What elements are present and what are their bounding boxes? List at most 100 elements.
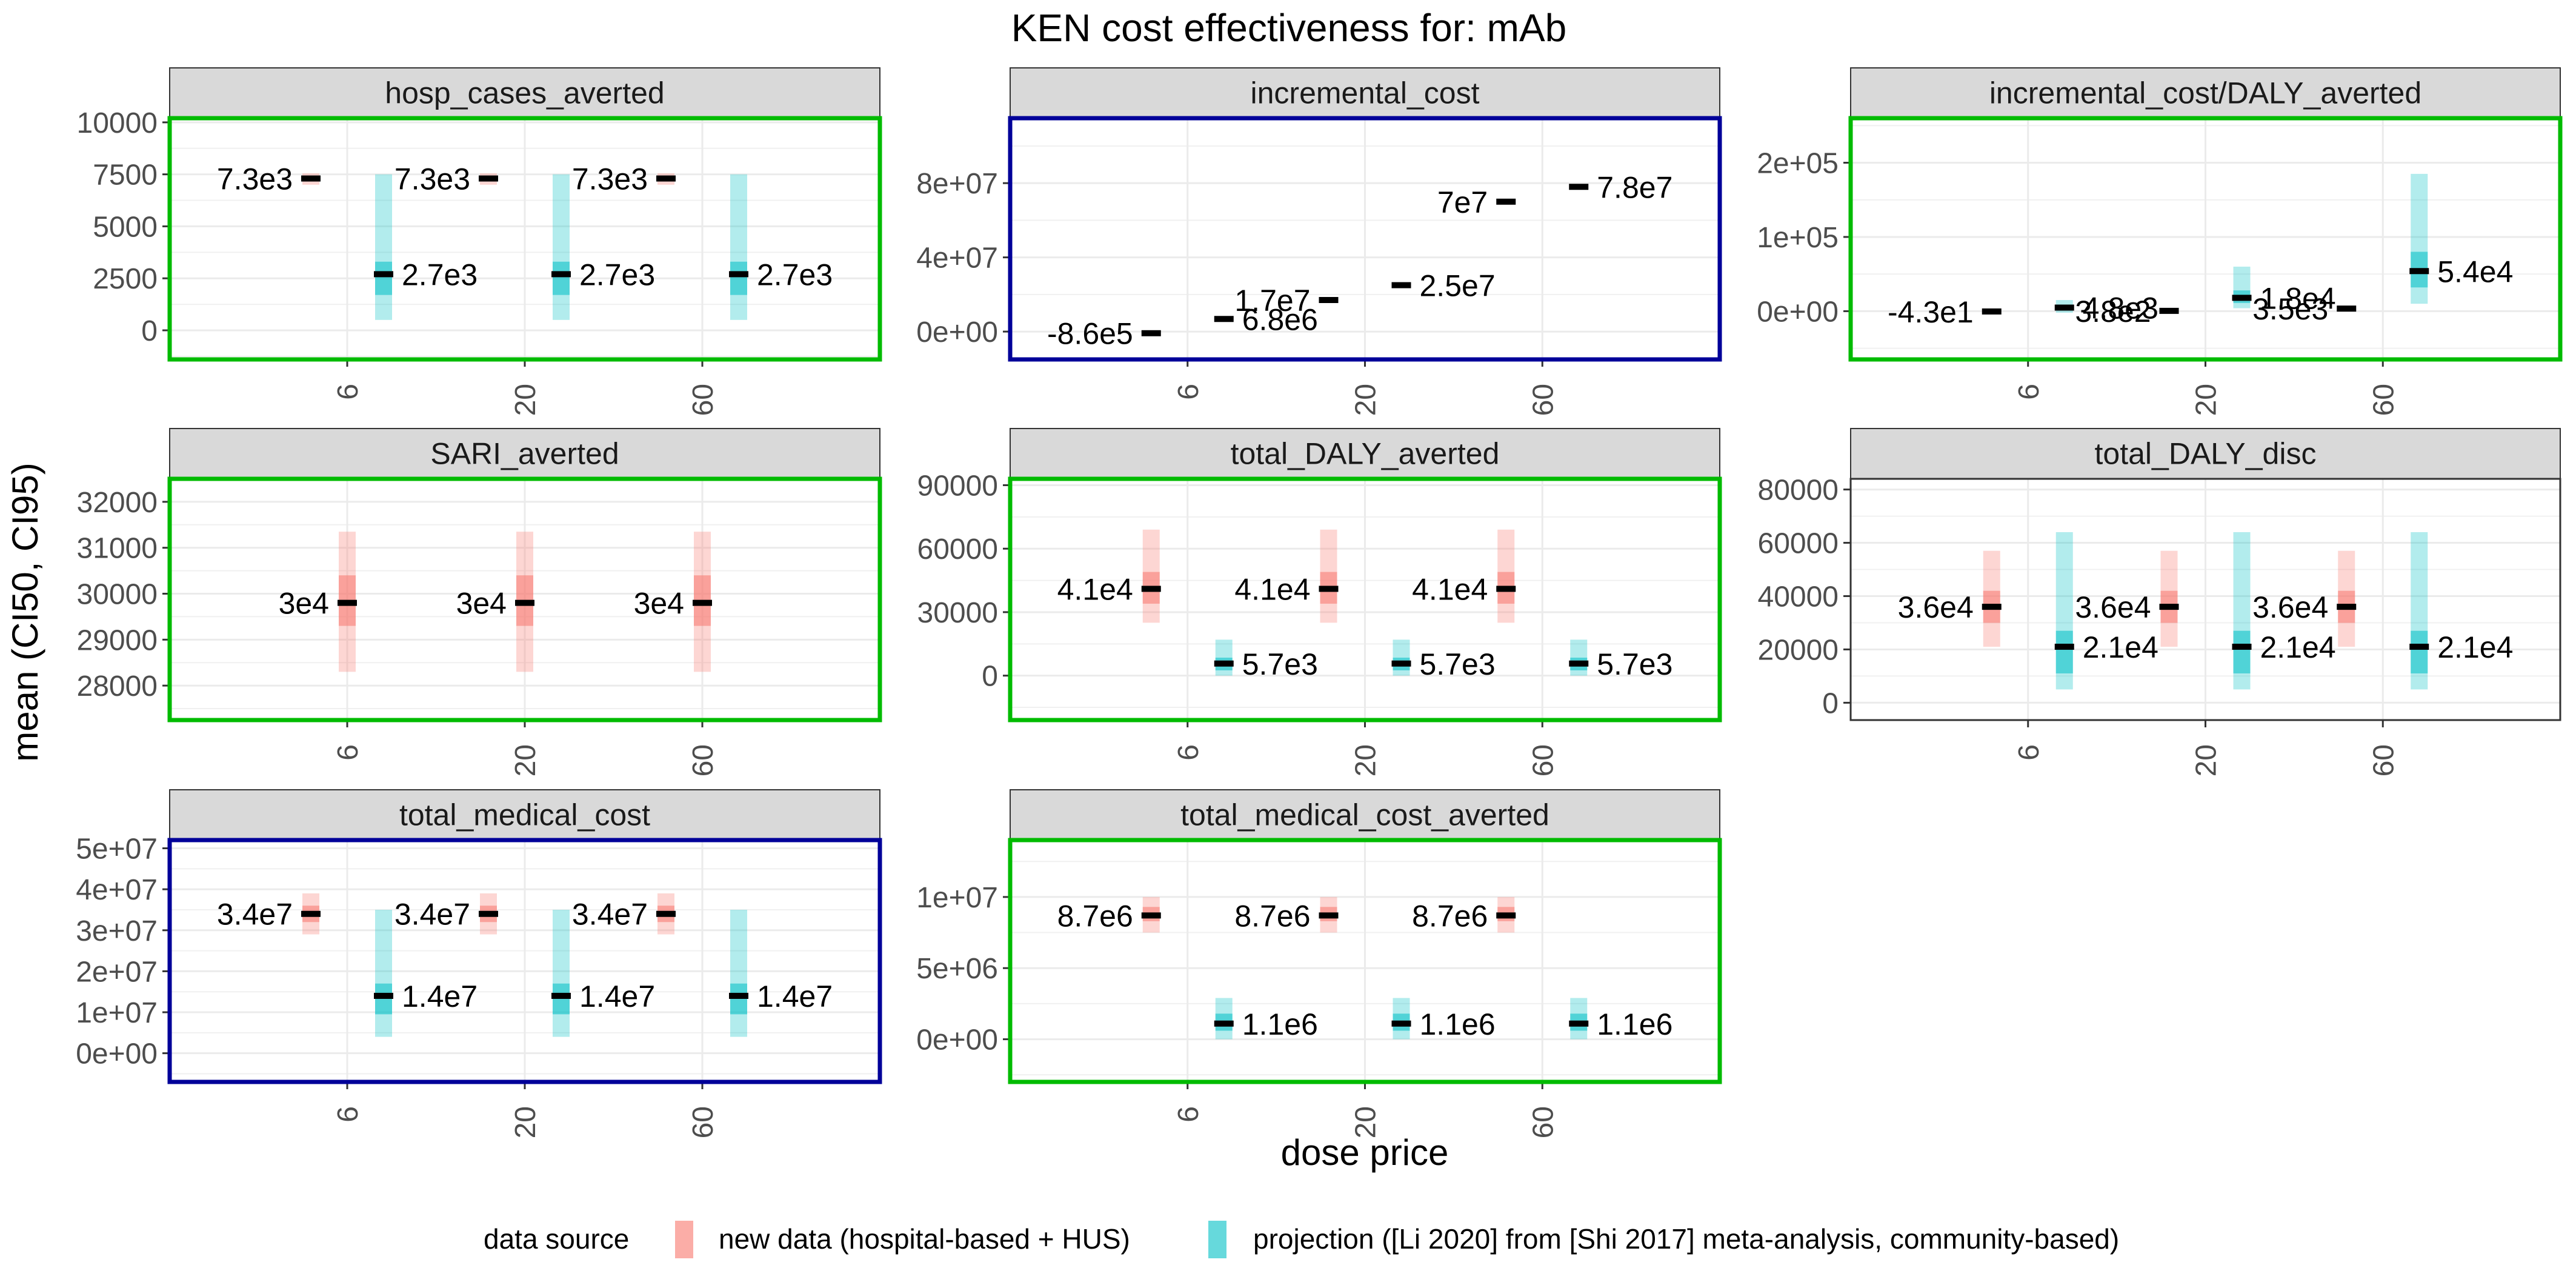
- data-label-total-daly-disc: 2.1e4: [2437, 630, 2513, 664]
- y-tick-label-total-daly-averted: 30000: [917, 597, 998, 629]
- data-label-incremental-cost-daly-averted: -4.3e1: [1888, 295, 1974, 329]
- data-label-total-medical-cost: 3.4e7: [394, 898, 470, 932]
- data-label-hosp-cases-averted: 7.3e3: [394, 162, 470, 196]
- data-label-total-medical-cost: 1.4e7: [757, 979, 833, 1013]
- data-label-total-medical-cost-averted: 1.1e6: [1597, 1007, 1672, 1041]
- data-label-incremental-cost: -8.6e5: [1047, 317, 1133, 351]
- facet-incremental-cost: incremental_cost 0e+00 4e+07 8e+07 6 20 60 -8.6…: [916, 67, 1722, 416]
- y-tick-label-incremental-cost-daly-averted: 0e+00: [1757, 296, 1839, 328]
- facet-sari-averted: SARI_averted 28000 29000 30000 31000 32000 6 20…: [77, 428, 882, 776]
- x-tick-label-total-daly-averted: 6: [1173, 744, 1205, 761]
- y-axis-label: mean (CI50, CI95): [5, 462, 45, 762]
- data-label-total-medical-cost: 1.4e7: [402, 979, 478, 1013]
- x-tick-label-total-medical-cost-averted: 20: [1350, 1106, 1382, 1138]
- ci50-bar-total-medical-cost: [730, 983, 747, 1015]
- ci95-bar-total-medical-cost: [730, 909, 747, 1037]
- x-tick-label-incremental-cost: 60: [1527, 384, 1559, 416]
- data-label-total-daly-disc: 2.1e4: [2083, 630, 2158, 664]
- facet-strip-total-medical-cost: [169, 789, 880, 841]
- x-tick-label-total-daly-averted: 20: [1350, 744, 1382, 776]
- y-tick-label-sari-averted: 30000: [77, 579, 158, 611]
- y-tick-label-total-medical-cost-averted: 5e+06: [916, 953, 998, 985]
- x-tick-label-incremental-cost: 20: [1350, 384, 1382, 416]
- x-tick-label-sari-averted: 6: [332, 744, 364, 761]
- data-label-total-medical-cost-averted: 1.1e6: [1420, 1007, 1496, 1041]
- data-label-incremental-cost-daly-averted: 3.8e2: [2075, 295, 2151, 329]
- data-label-incremental-cost-daly-averted: 3.5e3: [2252, 292, 2328, 326]
- facet-strip-label-total-daly-averted: total_DALY_averted: [1231, 437, 1500, 471]
- data-label-total-medical-cost: 1.4e7: [579, 979, 655, 1013]
- y-tick-label-hosp-cases-averted: 2500: [93, 263, 158, 295]
- data-label-total-medical-cost-averted: 8.7e6: [1057, 899, 1133, 933]
- x-tick-label-total-daly-averted: 60: [1527, 744, 1559, 776]
- x-tick-label-total-daly-disc: 20: [2191, 744, 2223, 776]
- data-label-total-daly-disc: 3.6e4: [2252, 590, 2328, 624]
- data-label-total-medical-cost: 3.4e7: [217, 898, 293, 932]
- y-tick-label-sari-averted: 31000: [77, 533, 158, 565]
- data-label-hosp-cases-averted: 2.7e3: [402, 258, 478, 292]
- panel-border-sari-averted: [167, 476, 882, 722]
- data-label-incremental-cost: 6.8e6: [1242, 302, 1318, 336]
- facet-strip-label-total-medical-cost: total_medical_cost: [399, 798, 650, 832]
- y-tick-label-hosp-cases-averted: 0: [141, 315, 158, 347]
- y-tick-label-total-daly-disc: 60000: [1758, 528, 1839, 560]
- data-label-sari-averted: 3e4: [634, 587, 684, 621]
- data-label-hosp-cases-averted: 2.7e3: [757, 258, 833, 292]
- ci50-bar-hosp-cases-averted: [553, 261, 570, 295]
- data-label-hosp-cases-averted: 7.3e3: [572, 162, 648, 196]
- data-label-total-daly-disc: 3.6e4: [2075, 590, 2151, 624]
- x-tick-label-sari-averted: 60: [687, 744, 719, 776]
- data-label-total-daly-averted: 4.1e4: [1057, 573, 1133, 607]
- data-label-total-daly-averted: 4.1e4: [1412, 573, 1488, 607]
- x-axis-label: dose price: [1281, 1132, 1449, 1173]
- y-tick-label-sari-averted: 32000: [77, 487, 158, 519]
- y-tick-label-incremental-cost: 4e+07: [916, 242, 998, 275]
- panel-border-incremental-cost-daly-averted: [1848, 116, 2563, 362]
- ci95-bar-hosp-cases-averted: [730, 174, 747, 320]
- panel-border-total-daly-averted: [1008, 476, 1722, 722]
- y-tick-label-total-medical-cost: 1e+07: [76, 997, 158, 1029]
- y-tick-label-total-medical-cost: 3e+07: [76, 915, 158, 947]
- panel-border-incremental-cost: [1008, 116, 1722, 362]
- data-label-sari-averted: 3e4: [279, 587, 329, 621]
- y-tick-label-incremental-cost-daly-averted: 2e+05: [1757, 147, 1839, 179]
- facet-panels: hosp_cases_averted 0 2500 5000 7500 10000 6 20 6…: [76, 67, 2563, 1138]
- y-tick-label-hosp-cases-averted: 7500: [93, 159, 158, 192]
- data-label-incremental-cost: 7e7: [1437, 185, 1488, 219]
- y-tick-label-total-daly-disc: 0: [1822, 687, 1839, 719]
- facet-strip-incremental-cost: [1010, 67, 1720, 119]
- facet-strip-label-total-daly-disc: total_DALY_disc: [2095, 437, 2317, 471]
- y-tick-label-incremental-cost: 8e+07: [916, 168, 998, 200]
- panel-border-total-medical-cost: [167, 838, 882, 1084]
- data-label-total-daly-averted: 5.7e3: [1420, 647, 1496, 681]
- ci50-bar-total-daly-disc: [2233, 630, 2251, 674]
- data-label-incremental-cost: 7.8e7: [1597, 170, 1672, 204]
- x-tick-label-hosp-cases-averted: 60: [687, 384, 719, 416]
- x-tick-label-total-daly-disc: 6: [2013, 744, 2045, 761]
- ci95-bar-total-medical-cost: [375, 909, 392, 1037]
- y-tick-label-hosp-cases-averted: 5000: [93, 211, 158, 243]
- x-tick-label-hosp-cases-averted: 20: [510, 384, 542, 416]
- y-tick-label-total-daly-disc: 80000: [1758, 475, 1839, 507]
- facet-total-daly-disc: total_DALY_disc 0 20000 40000 60000 80000 6 20 6…: [1758, 428, 2561, 776]
- panel-border-total-daly-disc: [1849, 478, 2561, 721]
- y-tick-label-incremental-cost: 0e+00: [916, 316, 998, 349]
- facet-strip-label-incremental-cost: incremental_cost: [1251, 76, 1480, 110]
- x-tick-label-total-medical-cost: 6: [332, 1106, 364, 1123]
- x-tick-label-hosp-cases-averted: 6: [332, 384, 364, 400]
- ci50-bar-hosp-cases-averted: [730, 261, 747, 295]
- x-tick-label-incremental-cost-daly-averted: 60: [2368, 384, 2400, 416]
- data-label-total-medical-cost-averted: 8.7e6: [1412, 899, 1488, 933]
- y-tick-label-sari-averted: 29000: [77, 624, 158, 656]
- data-label-incremental-cost: 1.7e7: [1234, 284, 1310, 318]
- x-tick-label-incremental-cost-daly-averted: 6: [2013, 384, 2045, 400]
- facet-strip-label-hosp-cases-averted: hosp_cases_averted: [385, 76, 664, 110]
- legend-label-projection: projection ([Li 2020] from [Shi 2017] me…: [1253, 1223, 2119, 1255]
- y-tick-label-hosp-cases-averted: 10000: [77, 107, 158, 139]
- x-tick-label-total-medical-cost-averted: 6: [1173, 1106, 1205, 1123]
- panel-border-hosp-cases-averted: [167, 116, 882, 362]
- facet-total-medical-cost-averted: total_medical_cost_averted 0e+00 5e+06 1e+0…: [916, 789, 1722, 1138]
- facet-strip-label-total-medical-cost-averted: total_medical_cost_averted: [1180, 798, 1549, 832]
- x-tick-label-total-medical-cost: 60: [687, 1106, 719, 1138]
